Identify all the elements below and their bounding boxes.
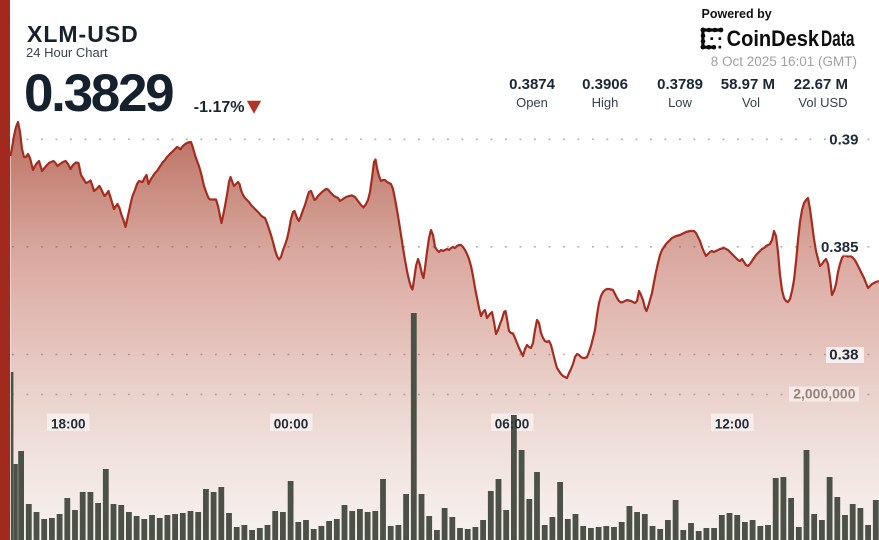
svg-text:18:00: 18:00 xyxy=(51,417,86,432)
svg-text:CoinDesk: CoinDesk xyxy=(727,27,820,51)
svg-text:06:00: 06:00 xyxy=(495,417,530,432)
svg-text:Data: Data xyxy=(821,27,855,51)
svg-text:0.38: 0.38 xyxy=(829,347,858,364)
svg-text:12:00: 12:00 xyxy=(715,417,750,432)
svg-text:0.385: 0.385 xyxy=(821,239,859,256)
svg-text:0.39: 0.39 xyxy=(829,132,858,149)
svg-text:00:00: 00:00 xyxy=(274,417,309,432)
svg-text:2,000,000: 2,000,000 xyxy=(793,386,855,402)
